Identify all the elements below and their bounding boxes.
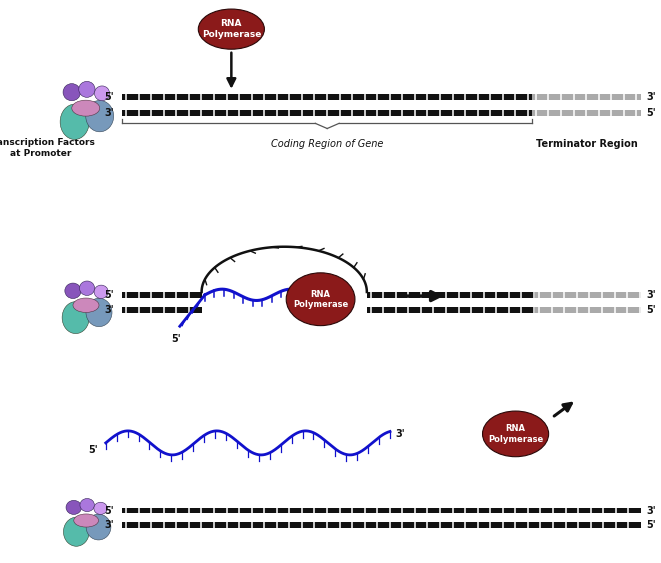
FancyBboxPatch shape [122,292,202,298]
Ellipse shape [73,298,99,312]
Text: 5': 5' [104,92,114,102]
Ellipse shape [65,283,81,298]
Text: 3': 3' [104,520,114,530]
Ellipse shape [198,9,264,49]
Ellipse shape [66,501,81,515]
Text: 5': 5' [172,334,181,345]
Ellipse shape [72,100,100,116]
Ellipse shape [63,517,89,546]
FancyBboxPatch shape [367,307,535,312]
FancyBboxPatch shape [535,292,641,298]
FancyBboxPatch shape [122,522,641,528]
Text: RNA
Polymerase: RNA Polymerase [488,424,543,444]
Text: Transcription Factors
at Promoter: Transcription Factors at Promoter [0,137,95,158]
Ellipse shape [95,86,110,101]
Text: 5': 5' [646,520,656,530]
Ellipse shape [63,84,81,101]
FancyBboxPatch shape [532,110,641,115]
Text: 5': 5' [88,445,98,455]
Ellipse shape [80,498,95,512]
Ellipse shape [79,281,95,296]
Text: 5': 5' [104,506,114,516]
Text: 5': 5' [646,108,656,118]
Ellipse shape [60,104,89,140]
Text: RNA
Polymerase: RNA Polymerase [202,20,261,39]
Ellipse shape [483,411,549,457]
Ellipse shape [286,273,355,325]
Text: RNA
Polymerase: RNA Polymerase [293,289,348,309]
Text: 3': 3' [646,290,656,300]
FancyBboxPatch shape [122,94,532,100]
Text: 5': 5' [104,290,114,300]
Text: 3': 3' [646,506,656,516]
FancyBboxPatch shape [367,292,535,298]
FancyBboxPatch shape [535,307,641,312]
Text: 3': 3' [104,108,114,118]
Text: 3': 3' [646,92,656,102]
Ellipse shape [62,302,89,334]
FancyBboxPatch shape [532,94,641,100]
Ellipse shape [86,298,112,327]
Text: 3': 3' [104,305,114,315]
FancyBboxPatch shape [122,307,202,312]
Ellipse shape [94,285,108,298]
Ellipse shape [94,502,107,515]
Ellipse shape [86,514,111,540]
Ellipse shape [79,82,95,97]
Text: Terminator Region: Terminator Region [536,139,637,149]
FancyBboxPatch shape [122,508,641,513]
FancyBboxPatch shape [122,110,532,115]
Ellipse shape [86,100,114,132]
Text: Coding Region of Gene: Coding Region of Gene [271,139,383,149]
Text: 5': 5' [646,305,656,315]
Ellipse shape [74,514,98,527]
Text: 3': 3' [395,429,405,439]
